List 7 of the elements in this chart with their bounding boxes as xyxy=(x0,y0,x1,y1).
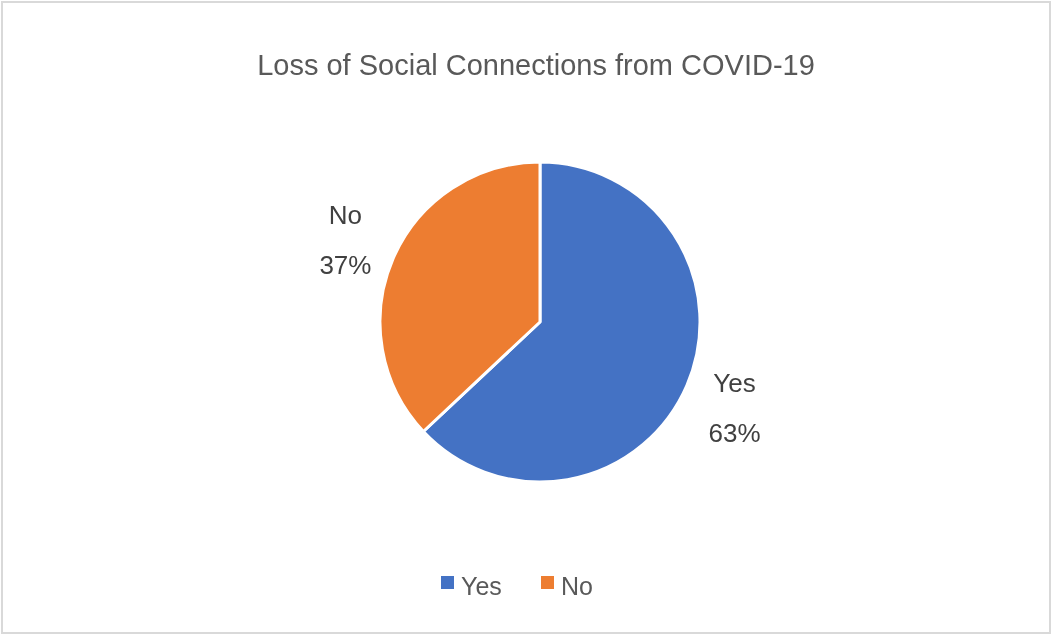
legend-label: Yes xyxy=(461,571,502,600)
chart-title: Loss of Social Connections from COVID-19 xyxy=(257,49,815,81)
legend-label: No xyxy=(561,571,593,600)
slice-label: No xyxy=(328,199,363,230)
data-label: 63% xyxy=(708,418,761,449)
slice-label: Yes xyxy=(713,368,756,399)
data-label: 37% xyxy=(319,249,372,280)
